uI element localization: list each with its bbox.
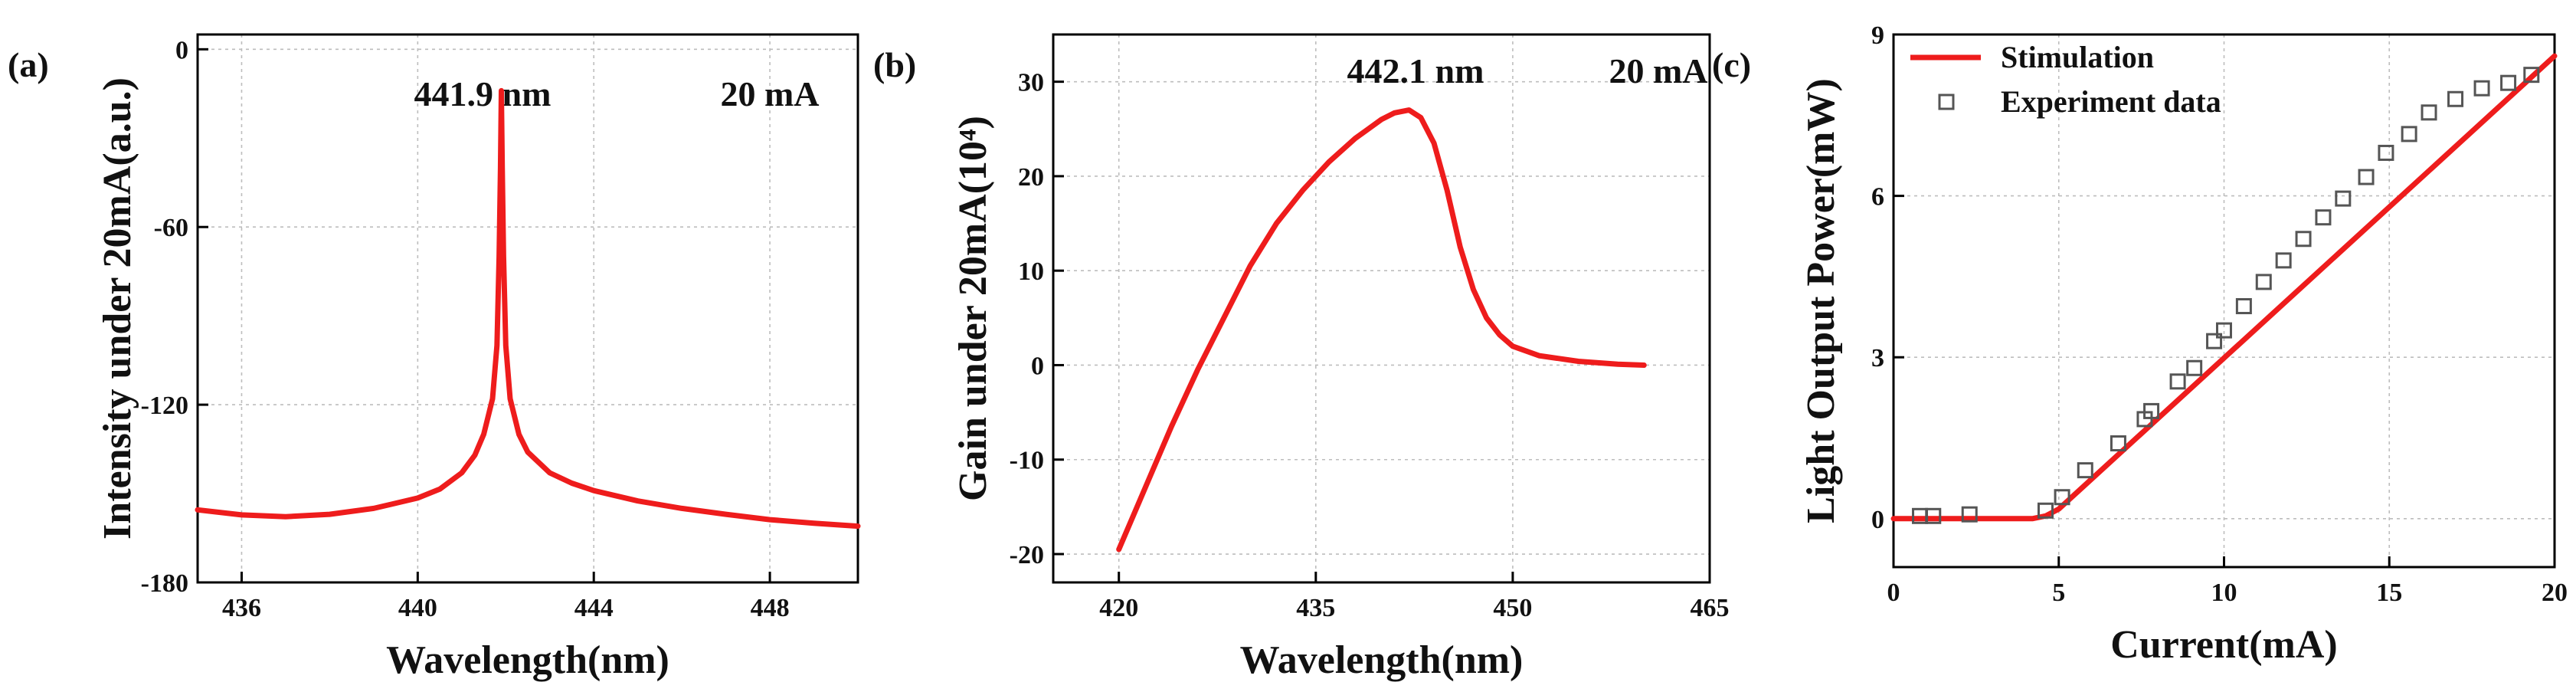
chart-panel-3: 0 5 10 15 20 0 3 6 9 Current(mA) Light Output Powe… [1712,21,2568,667]
x-tick-label: 440 [398,594,437,622]
data-point [2523,67,2540,84]
annotation: 441.9 nm [414,74,552,113]
x-tick-label: 435 [1296,594,1335,622]
y-tick-label: 0 [175,36,188,64]
x-axis-title: Wavelength(nm) [1240,638,1524,682]
y-tick-label: 6 [1871,183,1884,212]
y-tick-label: 20 [1018,163,1044,192]
y-axis-title: Light Output Power(mW) [1799,78,1843,523]
plot-frame [1892,33,2556,569]
y-tick-label: 10 [1018,257,1044,286]
series-line [1116,107,1647,553]
data-point [2378,144,2394,161]
data-point [2255,274,2272,290]
data-point [2143,402,2160,419]
x-tick-label: 448 [751,594,790,622]
data-point [2421,104,2437,121]
x-axis-title: Current(mA) [2110,623,2338,667]
x-tick-label: 5 [2052,579,2065,607]
data-point [2235,298,2252,315]
data-point [2401,126,2417,143]
chart-panel-1: 436 440 444 448 0 -60 -120 -180 Wavelength(nm) In… [8,33,861,682]
data-point [2216,322,2232,339]
data-point [2206,333,2223,349]
series-line [1890,53,2558,522]
panel-label: (a) [8,45,49,84]
data-point [2315,209,2332,226]
annotation: 442.1 nm [1347,51,1484,90]
plot-frame [1052,33,1711,584]
y-axis-title: Intensity under 20mA(a.u.) [96,77,139,539]
legend-marker [1938,93,1955,110]
y-tick-label: -20 [1010,541,1044,569]
data-point [2077,462,2093,479]
data-point [2169,373,2186,390]
y-tick-label: 30 [1018,69,1044,97]
x-tick-label: 465 [1691,594,1730,622]
series-line [195,87,861,530]
y-tick-label: -180 [141,569,188,598]
data-point [2054,489,2070,506]
x-tick-label: 420 [1099,594,1138,622]
x-tick-label: 450 [1493,594,1532,622]
panel-label: (c) [1712,45,1751,84]
plot-frame [196,33,859,584]
y-tick-label: -60 [154,214,188,242]
x-tick-label: 0 [1887,579,1900,607]
data-point [2110,435,2126,452]
y-axis-title: Gain under 20mA(10⁴) [951,116,995,501]
data-point [2186,359,2203,376]
x-tick-label: 444 [574,594,614,622]
data-point [1925,507,1942,524]
data-point [2037,502,2054,519]
data-point [2473,80,2490,97]
y-tick-label: 9 [1871,21,1884,50]
x-tick-label: 15 [2376,579,2402,607]
x-tick-label: 436 [222,594,261,622]
data-point [2295,231,2312,248]
y-tick-label: -120 [141,392,188,420]
data-point [2275,252,2292,269]
data-point [2335,190,2352,207]
data-point [2500,74,2517,91]
data-point [2358,169,2375,185]
panel-label: (b) [873,45,916,84]
data-point [2447,90,2464,107]
annotation: 20 mA [720,74,819,113]
y-tick-label: -10 [1010,447,1044,475]
legend-entry: Stimulation [2001,40,2154,74]
y-tick-label: 3 [1871,344,1884,372]
x-tick-label: 10 [2211,579,2237,607]
y-tick-label: 0 [1871,506,1884,534]
x-tick-label: 20 [2542,579,2568,607]
annotation: 20 mA [1609,51,1707,90]
chart-panel-2: 420 435 450 465 -20 -10 0 10 20 30 Wavelength(nm) G… [873,33,1730,682]
legend-entry: Experiment data [2001,84,2221,119]
x-axis-title: Wavelength(nm) [386,638,669,682]
y-tick-label: 0 [1031,352,1044,380]
data-point [1961,506,1978,523]
